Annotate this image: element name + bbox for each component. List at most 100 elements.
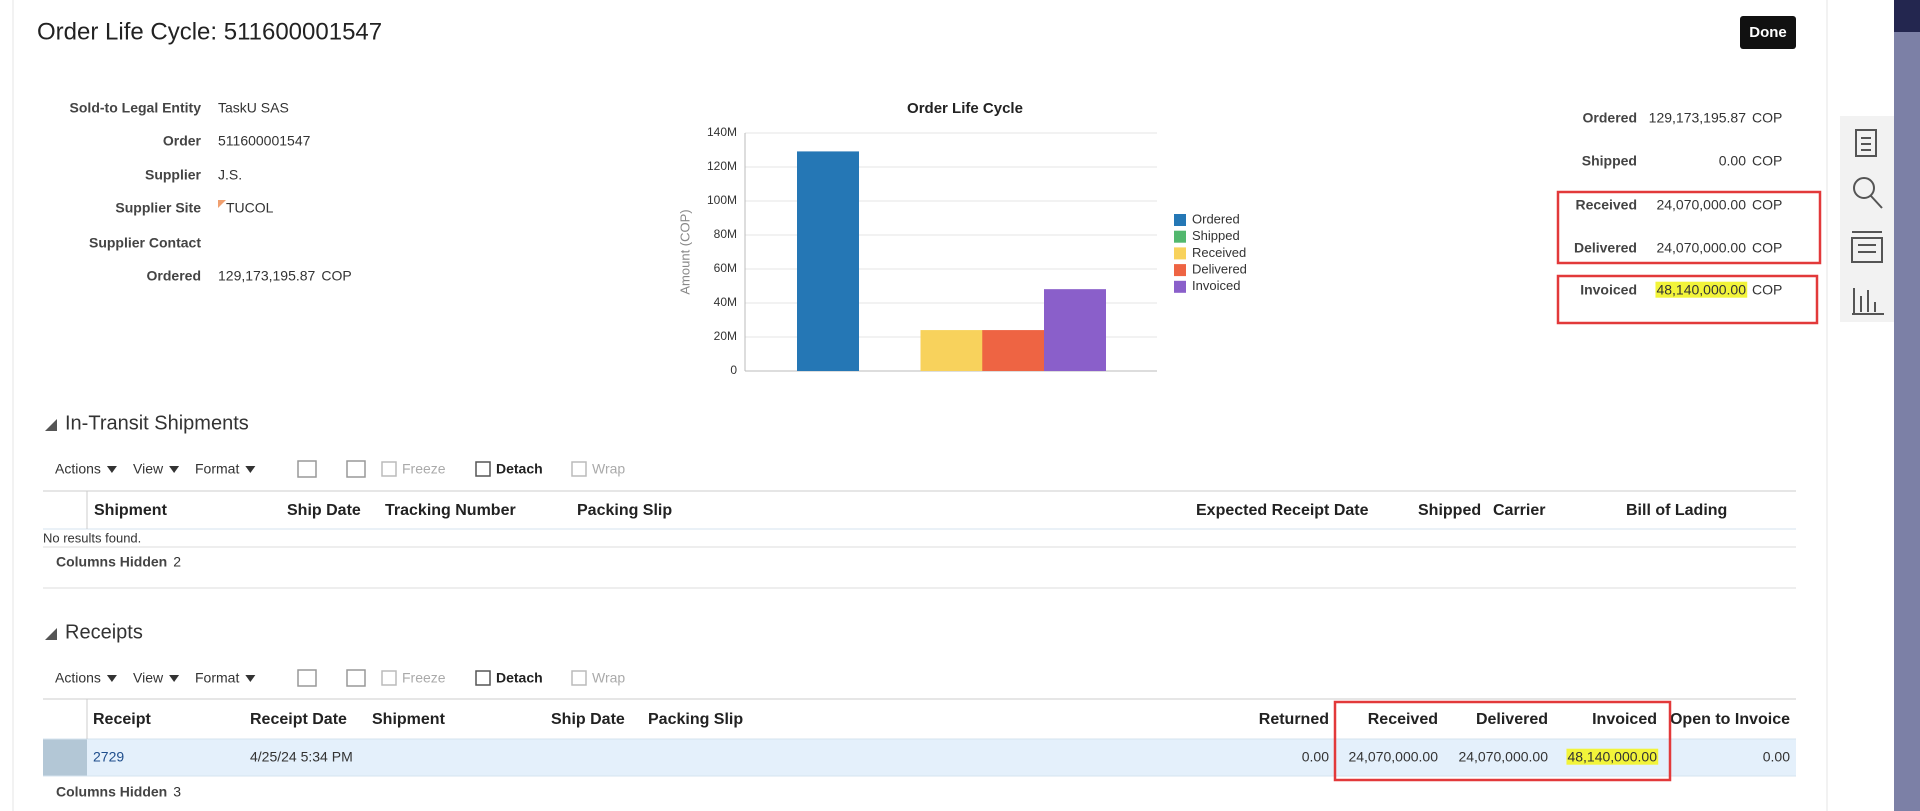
- y-tick-label: 60M: [714, 261, 737, 275]
- summary-currency: COP: [1752, 240, 1782, 256]
- field-label: Order: [163, 133, 202, 149]
- scrollbar[interactable]: [1894, 0, 1920, 811]
- summary-currency: COP: [1752, 197, 1782, 213]
- column-header: Shipment: [94, 502, 168, 519]
- field-label: Supplier Site: [115, 200, 201, 216]
- legend-swatch: [1174, 230, 1186, 243]
- column-header: Packing Slip: [648, 711, 743, 728]
- field-value: J.S.: [218, 167, 242, 183]
- flag-icon: [218, 200, 226, 208]
- summary-currency: COP: [1752, 282, 1782, 298]
- field-currency: COP: [321, 268, 351, 284]
- summary-value: 48,140,000.00: [1656, 282, 1746, 298]
- dropdown-arrow: [245, 466, 256, 473]
- toolbar-icon: [571, 670, 587, 686]
- toolbar-item[interactable]: Format: [195, 670, 239, 686]
- field-value: 511600001547: [218, 133, 311, 149]
- summary-value: 24,070,000.00: [1656, 240, 1746, 256]
- done-button[interactable]: [1740, 16, 1796, 49]
- table-cell[interactable]: 2729: [93, 749, 124, 765]
- toolbar-item[interactable]: Detach: [496, 670, 543, 686]
- column-header: Carrier: [1493, 502, 1545, 519]
- field-label: Supplier: [145, 167, 202, 183]
- highlight-box: [1556, 190, 1822, 265]
- table-cell: 4/25/24 5:34 PM: [250, 749, 353, 765]
- bar: [920, 330, 983, 371]
- y-tick-label: 140M: [707, 125, 737, 139]
- y-tick-label: 20M: [714, 329, 737, 343]
- content: Sold-to Legal Entity TaskU SAS Order 511600…: [43, 100, 1796, 800]
- y-tick-label: 0: [730, 363, 737, 377]
- toolbar-item[interactable]: Actions: [55, 670, 101, 686]
- table-cell: 0.00: [1763, 749, 1790, 765]
- side-panel: [1840, 116, 1894, 322]
- column-header: Shipment: [372, 711, 446, 728]
- summary-currency: COP: [1752, 110, 1782, 126]
- done-label[interactable]: Done: [1749, 24, 1787, 41]
- table-cell: 24,070,000.00: [1348, 749, 1438, 765]
- column-header: Expected Receipt Date: [1196, 502, 1369, 519]
- column-header: Packing Slip: [577, 502, 672, 519]
- toolbar-item[interactable]: View: [133, 670, 164, 686]
- column-header: Invoiced: [1592, 711, 1657, 728]
- dropdown-arrow: [106, 675, 117, 682]
- hidden-columns-label: Columns Hidden: [56, 554, 167, 570]
- bar: [982, 330, 1045, 371]
- toolbar-icon: [475, 461, 491, 477]
- toolbar-icon: [381, 670, 397, 686]
- legend-swatch: [1174, 247, 1186, 260]
- toolbar-item[interactable]: Freeze: [402, 461, 446, 477]
- side-icons[interactable]: [1851, 129, 1884, 315]
- summary-value: 129,173,195.87: [1649, 110, 1747, 126]
- y-tick-label: 100M: [707, 193, 737, 207]
- chart-title: Order Life Cycle: [907, 100, 1023, 117]
- page-title: Order Life Cycle: 511600001547: [37, 18, 382, 45]
- column-header: Received: [1368, 711, 1438, 728]
- toolbar-icon[interactable]: [346, 669, 366, 687]
- toolbar-item[interactable]: Wrap: [592, 461, 625, 477]
- section-title[interactable]: Receipts: [65, 621, 143, 643]
- field-label: Ordered: [147, 268, 201, 284]
- table-row: [43, 739, 1796, 776]
- toolbar-icon[interactable]: [297, 460, 317, 478]
- bar: [1044, 289, 1106, 371]
- hidden-columns-label: Columns Hidden: [56, 784, 167, 800]
- toolbar-item[interactable]: Format: [195, 461, 239, 477]
- summary-label: Invoiced: [1580, 282, 1637, 298]
- collapse-icon: [45, 628, 57, 640]
- legend-swatch: [1174, 264, 1186, 277]
- row-selector[interactable]: [43, 739, 87, 776]
- text-highlight: [1566, 748, 1659, 765]
- summary-label: Shipped: [1582, 153, 1637, 169]
- toolbar-icon: [381, 461, 397, 477]
- column-header: Receipt: [93, 711, 151, 728]
- toolbar-item[interactable]: Actions: [55, 461, 101, 477]
- legend-label: Ordered: [1192, 211, 1240, 226]
- column-header: Bill of Lading: [1626, 502, 1727, 519]
- column-header: Returned: [1259, 711, 1329, 728]
- column-header: Ship Date: [551, 711, 625, 728]
- legend-label: Delivered: [1192, 262, 1247, 277]
- text-highlight: [1655, 281, 1748, 298]
- summary-currency: COP: [1752, 153, 1782, 169]
- y-tick-label: 40M: [714, 295, 737, 309]
- toolbar-icon[interactable]: [346, 460, 366, 478]
- y-tick-label: 120M: [707, 159, 737, 173]
- column-header: Ship Date: [287, 502, 361, 519]
- dropdown-arrow: [169, 675, 180, 682]
- column-header: Open to Invoice: [1670, 711, 1790, 728]
- y-tick-label: 80M: [714, 227, 737, 241]
- dropdown-arrow: [245, 675, 256, 682]
- empty-message: No results found.: [43, 530, 141, 545]
- toolbar-icon[interactable]: [297, 669, 317, 687]
- toolbar-item[interactable]: View: [133, 461, 164, 477]
- toolbar-item[interactable]: Wrap: [592, 670, 625, 686]
- toolbar-icon: [571, 461, 587, 477]
- column-header: Tracking Number: [385, 502, 516, 519]
- table-cell: 48,140,000.00: [1567, 749, 1657, 765]
- toolbar-item[interactable]: Detach: [496, 461, 543, 477]
- section-title[interactable]: In-Transit Shipments: [65, 412, 249, 434]
- toolbar-item[interactable]: Freeze: [402, 670, 446, 686]
- summary-label: Ordered: [1583, 110, 1637, 126]
